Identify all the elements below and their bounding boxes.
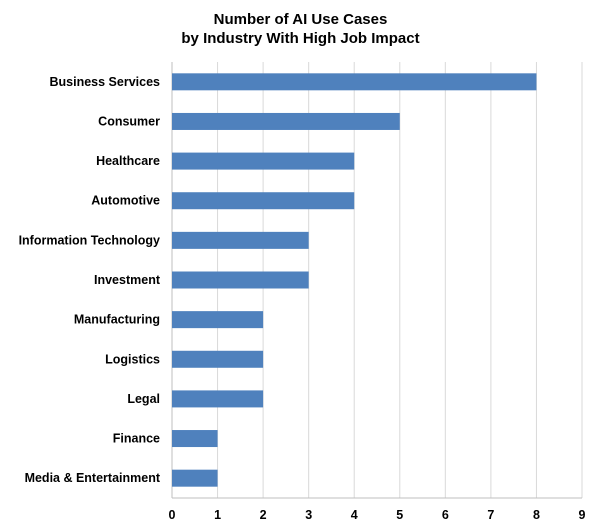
bar bbox=[172, 350, 264, 368]
chart-title-line-1: Number of AI Use Cases bbox=[213, 11, 388, 28]
category-label: Healthcare bbox=[96, 154, 160, 168]
x-tick-label: 7 bbox=[487, 508, 494, 522]
category-label: Finance bbox=[113, 432, 160, 446]
x-tick-label: 5 bbox=[396, 508, 403, 522]
bar bbox=[172, 152, 355, 170]
x-tick-label: 2 bbox=[260, 508, 267, 522]
bar bbox=[172, 73, 537, 91]
category-label: Business Services bbox=[50, 75, 161, 89]
chart-title: Number of AI Use Cases by Industry With … bbox=[0, 10, 601, 48]
x-tick-label: 1 bbox=[214, 508, 221, 522]
x-tick-label: 4 bbox=[351, 508, 358, 522]
x-tick-label: 3 bbox=[305, 508, 312, 522]
category-label: Consumer bbox=[98, 114, 160, 128]
bar bbox=[172, 231, 309, 249]
x-tick-label: 0 bbox=[169, 508, 176, 522]
x-tick-label: 6 bbox=[442, 508, 449, 522]
bar bbox=[172, 271, 309, 289]
x-tick-label: 8 bbox=[533, 508, 540, 522]
category-label: Logistics bbox=[105, 352, 160, 366]
category-label: Legal bbox=[127, 392, 160, 406]
category-label: Automotive bbox=[91, 194, 160, 208]
chart-title-line-2: by Industry With High Job Impact bbox=[181, 30, 420, 47]
category-label: Media & Entertainment bbox=[25, 471, 161, 485]
x-tick-label: 9 bbox=[579, 508, 586, 522]
bar bbox=[172, 192, 355, 210]
bar bbox=[172, 112, 400, 130]
category-label: Information Technology bbox=[19, 233, 160, 247]
bar bbox=[172, 430, 218, 448]
category-label: Investment bbox=[94, 273, 161, 287]
bar bbox=[172, 469, 218, 487]
category-label: Manufacturing bbox=[74, 313, 160, 327]
bar bbox=[172, 311, 264, 329]
bar bbox=[172, 390, 264, 408]
